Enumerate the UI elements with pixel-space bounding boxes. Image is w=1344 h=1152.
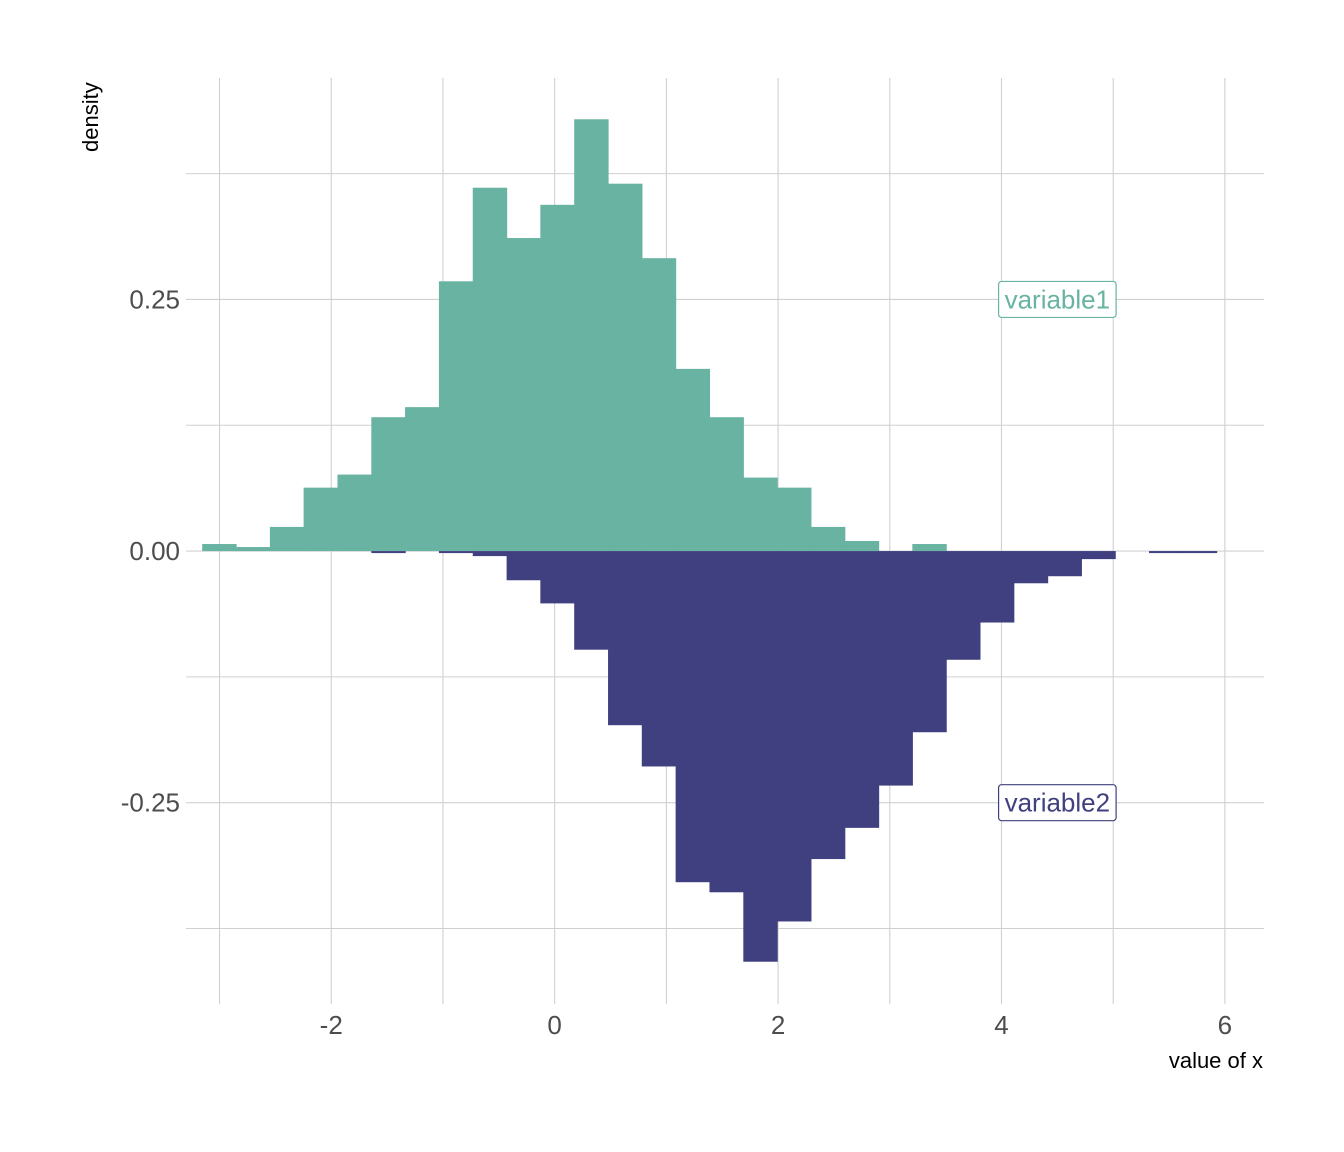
bar-variable1 [540,204,575,552]
bar-variable2 [472,551,508,557]
bar-variable1 [371,417,406,552]
bar-variable2 [1182,551,1218,554]
y-tick-label: -0.25 [121,788,180,818]
bar-variable2 [438,551,474,554]
bar-variable2 [709,551,744,893]
series-variable2-bars [371,551,1218,962]
bar-variable1 [269,526,305,552]
x-tick-label: -2 [320,1010,343,1040]
annotation-variable1: variable1 [997,280,1117,319]
x-tick-label: 4 [994,1010,1008,1040]
bar-variable2 [371,551,406,554]
bar-variable2 [506,551,542,581]
bar-variable2 [979,551,1015,623]
bar-variable2 [608,551,643,726]
bar-variable1 [709,417,744,552]
series-variable1-bars [202,119,947,552]
annotation-label: variable2 [1005,788,1111,818]
bar-variable1 [472,187,508,552]
bar-variable2 [574,551,609,650]
x-tick-label: 0 [547,1010,561,1040]
bar-variable2 [844,551,880,828]
annotation-variable2: variable2 [997,784,1117,822]
x-tick-label: 6 [1218,1010,1232,1040]
bar-variable2 [743,551,778,962]
y-tick-label: 0.25 [129,284,180,314]
bar-variable2 [675,551,711,883]
x-axis-title: value of x [1169,1048,1263,1073]
y-tick-label: 0.00 [129,536,180,566]
bar-variable1 [777,487,812,552]
bar-variable1 [675,368,711,552]
bar-variable1 [506,238,542,552]
bar-variable2 [777,551,812,922]
annotation-box [997,784,1117,822]
bar-variable1 [608,183,643,552]
bar-variable2 [912,551,947,733]
bar-variable1 [844,541,880,552]
bar-variable2 [1081,551,1116,560]
bar-variable1 [912,544,947,552]
bar-variable1 [743,477,778,552]
bar-variable1 [202,544,237,552]
bar-variable1 [337,474,372,552]
bar-variable2 [1047,551,1082,577]
bar-variable1 [574,119,609,552]
bar-variable2 [1013,551,1049,584]
bar-variable2 [1149,551,1184,554]
series-annotations: variable1 variable2 [997,280,1117,822]
bar-variable1 [303,487,339,552]
y-axis-tick-labels: -0.25 0.00 0.25 [121,284,180,817]
bar-variable2 [878,551,913,786]
x-axis-tick-labels: -2 0 2 4 6 [320,1010,1232,1040]
bar-variable1 [641,258,677,552]
bar-variable2 [810,551,846,860]
bar-variable1 [405,407,440,552]
bar-variable1 [236,547,271,552]
bar-variable2 [946,551,981,660]
bar-variable2 [540,551,575,604]
y-axis-title: density [78,82,103,152]
annotation-box [997,280,1117,319]
bar-variable2 [641,551,677,767]
annotation-label: variable1 [1005,284,1111,314]
bar-variable1 [810,526,846,552]
bar-variable1 [438,281,474,552]
x-tick-label: 2 [771,1010,785,1040]
